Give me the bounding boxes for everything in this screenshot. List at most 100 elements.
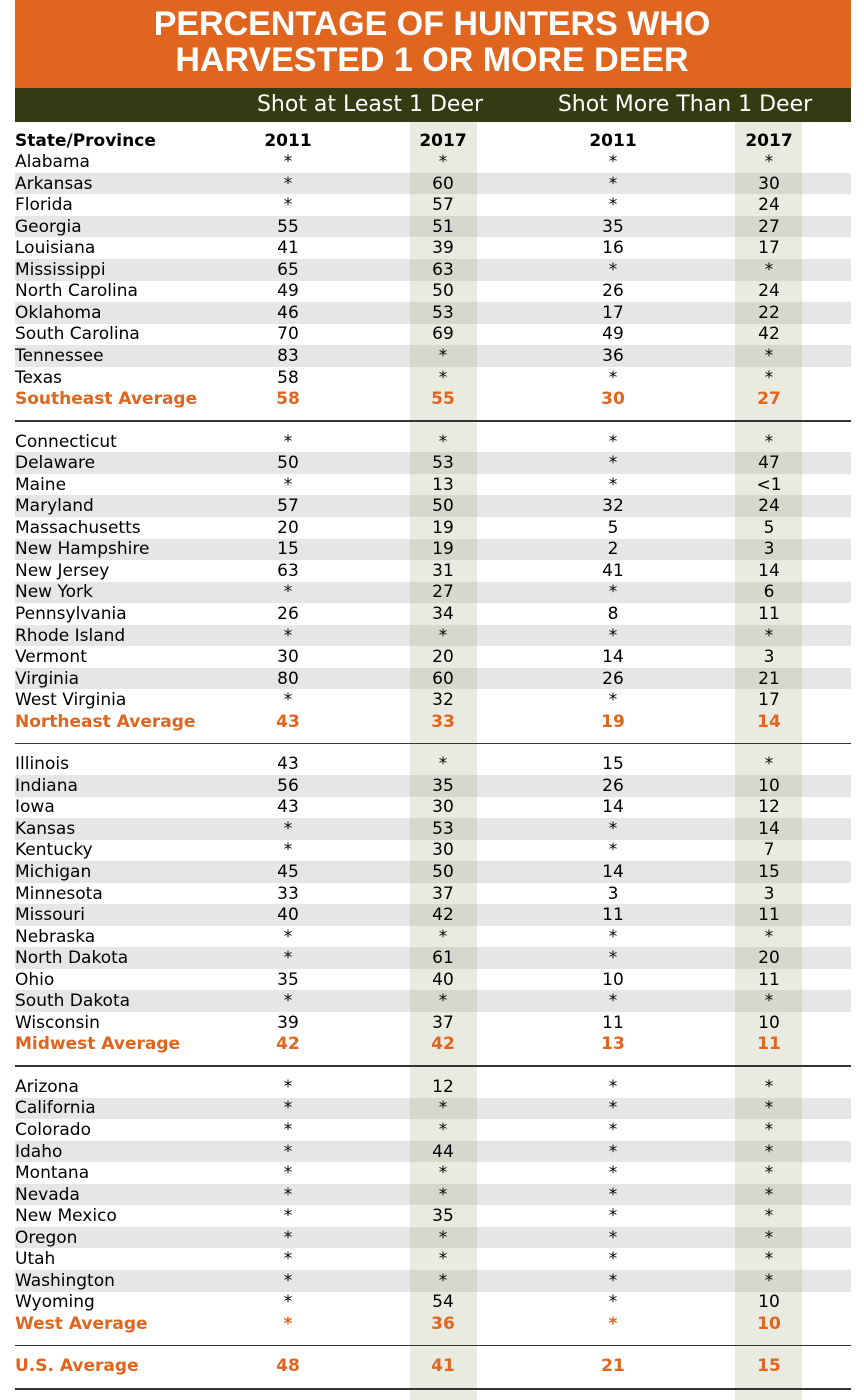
separator (15, 420, 851, 422)
cell-value: 40 (432, 969, 454, 990)
row-shade (410, 1270, 477, 1292)
row-shade (410, 581, 477, 604)
cell-value: 33 (277, 883, 299, 904)
cell-name: South Carolina (15, 324, 140, 345)
cell-value: * (608, 1141, 618, 1162)
cell-value: 60 (432, 173, 454, 194)
cell-value: 70 (277, 324, 299, 345)
cell-value: * (764, 1249, 774, 1270)
cell-value: 15 (757, 1356, 781, 1377)
cell-value: * (608, 1119, 618, 1140)
cell-value: 30 (758, 173, 780, 194)
row-shade (735, 1140, 802, 1163)
cell-value: * (764, 1206, 774, 1227)
cell-value: * (764, 1076, 774, 1097)
cell-value: 16 (602, 238, 624, 259)
cell-value: * (438, 1227, 448, 1248)
cell-name: Colorado (15, 1119, 91, 1140)
cell-value: 43 (277, 797, 299, 818)
cell-name: U.S. Average (15, 1356, 139, 1377)
cell-value: 42 (758, 324, 780, 345)
cell-value: * (283, 991, 293, 1012)
cell-value: 42 (432, 905, 454, 926)
cell-value: 55 (431, 389, 455, 410)
cell-name: Nevada (15, 1184, 80, 1205)
cell-value: 26 (602, 775, 624, 796)
cell-value: 32 (602, 496, 624, 517)
cell-value: 41 (277, 238, 299, 259)
cell-name: Alabama (15, 152, 90, 172)
cell-value: * (764, 625, 774, 646)
cell-name: Montana (15, 1163, 90, 1184)
cell-value: * (608, 1313, 618, 1334)
cell-value: * (438, 1119, 448, 1140)
cell-value: 11 (602, 1012, 624, 1033)
cell-value: * (283, 1141, 293, 1162)
cell-value: 35 (602, 216, 624, 237)
row-shade (410, 990, 477, 1013)
cell-name: Southeast Average (15, 389, 198, 410)
cell-value: 61 (432, 948, 454, 969)
cell-value: 8 (607, 603, 619, 624)
cell-value: 53 (432, 302, 454, 323)
cell-value: 19 (601, 711, 625, 732)
cell-value: 41 (602, 560, 624, 581)
row-shade (735, 1097, 802, 1120)
cell-value: * (438, 345, 448, 366)
row-shade (410, 258, 477, 281)
row-shade (735, 861, 802, 883)
cell-value: * (764, 1184, 774, 1205)
cell-value: 21 (758, 668, 780, 689)
cell-value: 39 (277, 1012, 299, 1033)
cell-name: Maryland (15, 496, 94, 517)
cell-value: * (608, 926, 618, 947)
cell-value: * (608, 818, 618, 839)
cell-value: 5 (763, 517, 775, 538)
cell-value: 40 (277, 905, 299, 926)
cell-value: * (438, 754, 448, 775)
cell-value: 14 (758, 818, 780, 839)
cell-name: North Carolina (15, 281, 138, 302)
cell-value: * (283, 1270, 293, 1291)
cell-value: 11 (602, 905, 624, 926)
row-shade (735, 215, 802, 238)
cell-value: * (764, 152, 774, 172)
cell-value: 15 (602, 754, 624, 775)
cell-value: 39 (432, 238, 454, 259)
cell-name: New Hampshire (15, 539, 150, 560)
cell-value: * (283, 1076, 293, 1097)
row-shade (735, 1226, 802, 1249)
row-shade (410, 215, 477, 238)
cell-name: Virginia (15, 668, 80, 689)
cell-value: 12 (432, 1076, 454, 1097)
row-shade (735, 258, 802, 281)
cell-value: 26 (602, 668, 624, 689)
cell-value: 13 (601, 1034, 625, 1055)
cell-value: 42 (276, 1034, 300, 1055)
cell-value: * (608, 1206, 618, 1227)
cell-name: Tennessee (15, 345, 104, 366)
cell-value: 35 (432, 1206, 454, 1227)
cell-name: West Average (15, 1313, 148, 1334)
row-shade (410, 452, 477, 474)
separator (15, 1344, 851, 1347)
separator (15, 1065, 851, 1067)
row-shade (410, 1183, 477, 1206)
cell-value: * (764, 1270, 774, 1291)
cell-value: 65 (277, 259, 299, 280)
row-shade (735, 452, 802, 474)
cell-value: 2011 (589, 131, 637, 151)
row-shade (735, 1270, 802, 1292)
cell-name: Wisconsin (15, 1012, 100, 1033)
cell-name: North Dakota (15, 948, 129, 969)
cell-value: * (608, 1249, 618, 1270)
cell-value: 14 (602, 861, 624, 882)
cell-value: 43 (276, 711, 300, 732)
row-shade (410, 495, 477, 517)
cell-value: 63 (277, 560, 299, 581)
cell-value: 53 (432, 453, 454, 474)
cell-value: 14 (757, 711, 781, 732)
cell-value: 80 (277, 668, 299, 689)
cell-value: 50 (432, 281, 454, 302)
row-shade (735, 538, 802, 561)
